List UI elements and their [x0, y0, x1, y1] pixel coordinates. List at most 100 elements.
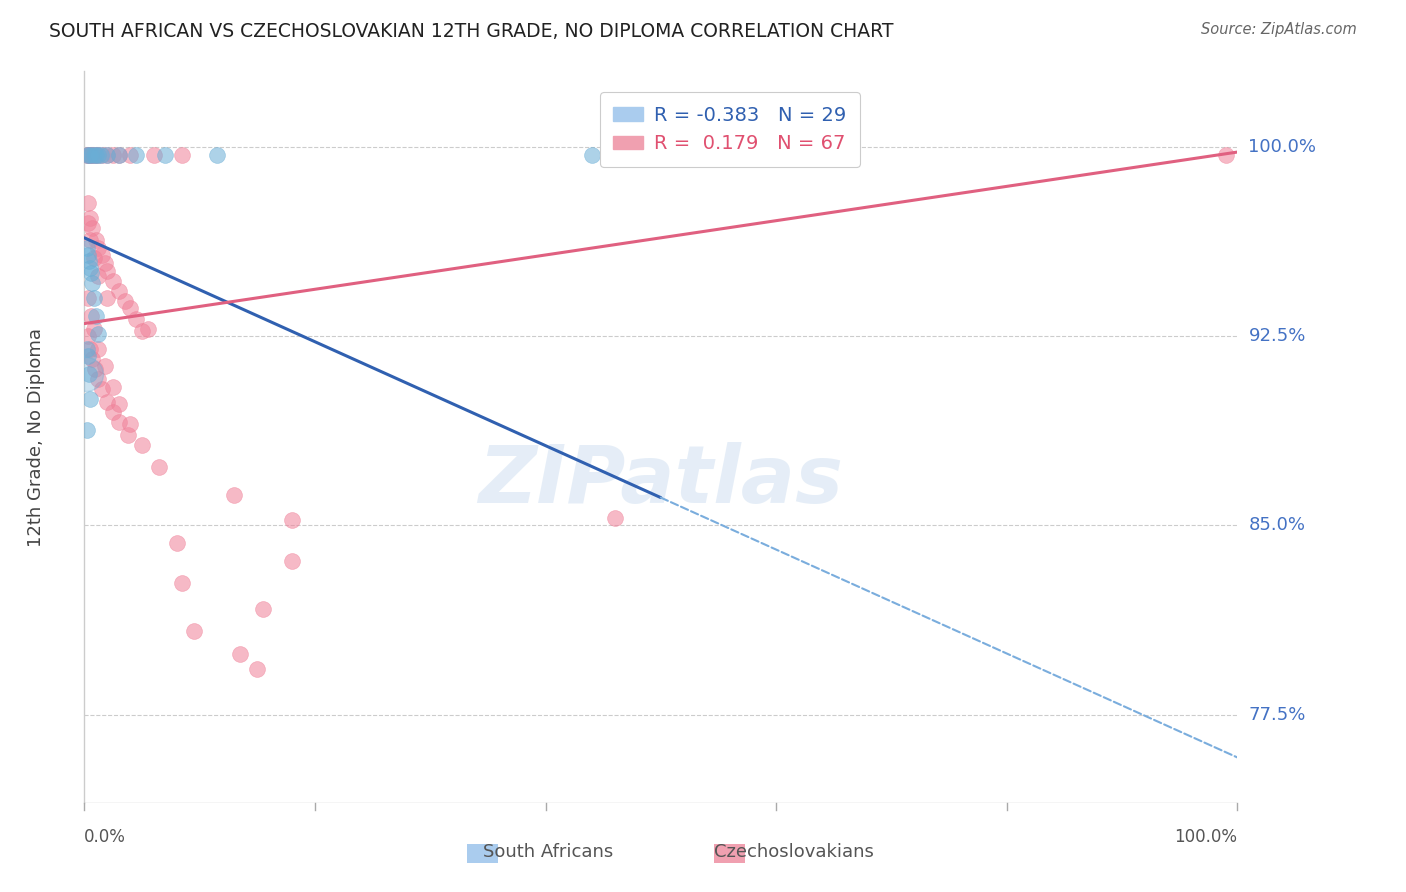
- Point: [76, 195, 98, 210]
- Point: [224, 488, 246, 502]
- Point: [84, 147, 107, 161]
- Point: [166, 536, 188, 550]
- Point: [131, 437, 153, 451]
- Point: [87, 147, 110, 161]
- Point: [83, 291, 105, 305]
- Point: [603, 510, 626, 524]
- Point: [281, 513, 304, 527]
- Point: [90, 382, 112, 396]
- Point: [79, 261, 101, 276]
- Text: Czechoslovakians: Czechoslovakians: [714, 843, 875, 861]
- Point: [79, 342, 101, 356]
- Point: [131, 324, 153, 338]
- Point: [90, 147, 112, 161]
- Point: [183, 624, 205, 639]
- Point: [76, 291, 98, 305]
- Point: [96, 147, 118, 161]
- Point: [153, 147, 176, 161]
- Point: [76, 248, 98, 262]
- Point: [90, 248, 112, 262]
- Point: [75, 367, 97, 381]
- Point: [120, 417, 142, 432]
- Point: [108, 397, 131, 411]
- Point: [77, 367, 100, 381]
- Point: [84, 147, 107, 161]
- Point: [246, 662, 269, 676]
- Point: [87, 372, 110, 386]
- Point: [77, 253, 100, 268]
- Point: [103, 405, 124, 419]
- Point: [103, 147, 124, 161]
- Point: [83, 251, 105, 265]
- Point: [94, 359, 117, 374]
- Point: [114, 293, 136, 308]
- Point: [125, 147, 148, 161]
- Point: [76, 147, 98, 161]
- Point: [76, 147, 98, 161]
- Legend: R = -0.383   N = 29, R =  0.179   N = 67: R = -0.383 N = 29, R = 0.179 N = 67: [600, 92, 860, 167]
- Point: [76, 423, 98, 437]
- Point: [89, 147, 111, 161]
- Text: 12th Grade, No Diploma: 12th Grade, No Diploma: [27, 327, 45, 547]
- Point: [82, 220, 104, 235]
- Point: [76, 342, 98, 356]
- Point: [96, 263, 118, 277]
- Point: [96, 147, 118, 161]
- Point: [1215, 147, 1237, 161]
- Point: [125, 311, 148, 326]
- Point: [120, 301, 142, 316]
- Point: [84, 233, 107, 247]
- Point: [96, 291, 118, 305]
- Point: [87, 241, 110, 255]
- Text: 100.0%: 100.0%: [1249, 138, 1316, 156]
- Point: [80, 147, 103, 161]
- Point: [76, 241, 98, 255]
- Text: 0.0%: 0.0%: [84, 828, 127, 846]
- Point: [83, 362, 105, 376]
- Point: [79, 233, 101, 247]
- Point: [83, 321, 105, 335]
- Point: [77, 147, 100, 161]
- Point: [82, 147, 104, 161]
- Point: [96, 394, 118, 409]
- Point: [148, 460, 170, 475]
- Point: [108, 415, 131, 429]
- Point: [79, 211, 101, 225]
- Point: [77, 147, 100, 161]
- Text: Source: ZipAtlas.com: Source: ZipAtlas.com: [1201, 22, 1357, 37]
- Point: [76, 147, 98, 161]
- Point: [172, 147, 194, 161]
- Point: [87, 147, 110, 161]
- Point: [80, 266, 103, 280]
- Point: [229, 647, 252, 661]
- Text: SOUTH AFRICAN VS CZECHOSLOVAKIAN 12TH GRADE, NO DIPLOMA CORRELATION CHART: SOUTH AFRICAN VS CZECHOSLOVAKIAN 12TH GR…: [49, 22, 894, 41]
- Point: [84, 309, 107, 323]
- Point: [120, 147, 142, 161]
- Point: [76, 329, 98, 343]
- Text: ZIPatlas: ZIPatlas: [478, 442, 844, 520]
- Text: 85.0%: 85.0%: [1249, 516, 1305, 534]
- Point: [205, 147, 228, 161]
- Point: [172, 576, 194, 591]
- Point: [108, 147, 131, 161]
- Point: [136, 321, 159, 335]
- Point: [87, 342, 110, 356]
- Point: [82, 351, 104, 366]
- Point: [581, 147, 603, 161]
- Point: [142, 147, 165, 161]
- Point: [103, 379, 124, 393]
- Point: [94, 256, 117, 270]
- Point: [79, 147, 101, 161]
- Text: 77.5%: 77.5%: [1249, 706, 1306, 723]
- Point: [103, 274, 124, 288]
- Point: [83, 147, 105, 161]
- Point: [82, 277, 104, 291]
- Point: [108, 147, 131, 161]
- Point: [108, 284, 131, 298]
- Point: [76, 350, 98, 364]
- Text: 92.5%: 92.5%: [1249, 327, 1306, 345]
- Point: [87, 268, 110, 283]
- Point: [80, 309, 103, 323]
- Point: [76, 216, 98, 230]
- Point: [79, 392, 101, 407]
